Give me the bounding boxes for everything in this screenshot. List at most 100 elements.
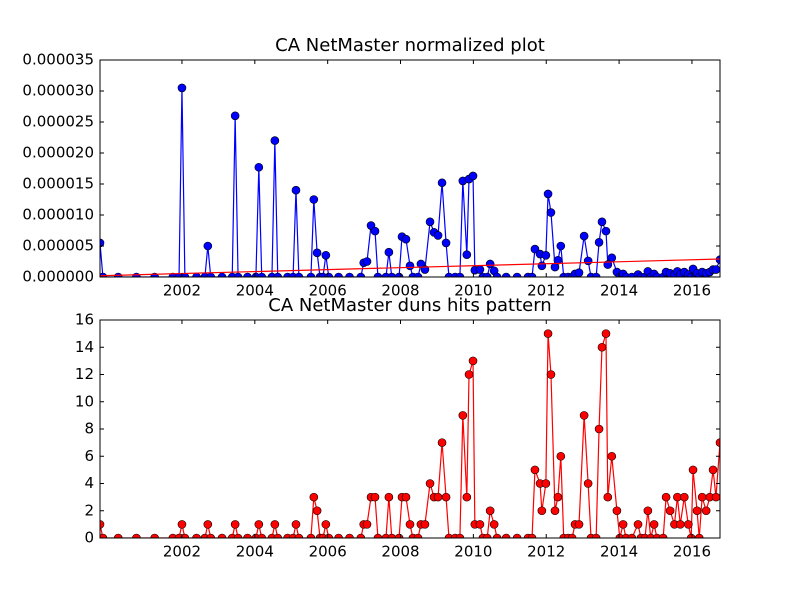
point [680,492,689,502]
point [701,506,711,516]
point [492,272,502,277]
point [180,533,190,538]
point [574,520,584,529]
point [652,533,662,538]
point [633,520,643,529]
point [294,272,304,277]
point [583,479,593,488]
point [257,533,267,538]
x-tick-label: 2012 [527,543,565,561]
point [708,465,718,475]
point [615,533,625,538]
point [100,533,108,538]
point [373,533,383,538]
point [312,248,322,258]
y-tick-label: 4 [84,474,94,492]
point [441,238,451,248]
point [537,506,547,516]
point [607,451,617,461]
point [405,261,415,271]
point [607,253,617,263]
point [688,465,698,475]
point [543,329,553,338]
point [206,533,216,538]
y-tick-label: 8 [84,420,94,438]
point [468,171,478,181]
x-tick-label: 2004 [236,543,274,561]
x-tick-label: 2004 [236,282,274,300]
point [321,251,331,260]
point [273,272,283,277]
y-tick-label: 16 [75,311,94,329]
point [291,185,301,195]
point [373,272,383,277]
point [437,178,447,188]
point [321,520,331,529]
point [574,268,584,277]
point [603,492,613,502]
point [715,438,720,447]
x-tick-label: 2002 [163,282,201,300]
point [168,533,178,538]
point [150,533,159,538]
point [646,533,656,538]
point [309,195,319,204]
point [334,533,343,538]
point [100,238,105,248]
point [291,520,301,529]
point [512,272,522,277]
point [512,533,522,538]
point [537,261,547,271]
point [203,520,213,529]
point [309,492,319,502]
point [597,217,607,227]
point [420,520,430,529]
x-tick-label: 2012 [527,282,565,300]
point [468,356,478,366]
chart-title: CA NetMaster normalized plot [275,35,545,56]
point [177,83,187,93]
point [684,520,693,529]
point [541,251,551,260]
y-tick-label: 0.000020 [22,144,94,162]
point [482,272,492,277]
point [567,533,577,538]
point [492,533,502,538]
point [482,533,492,538]
x-tick-label: 2014 [600,543,638,561]
y-tick-label: 0.000030 [22,82,94,100]
point [132,533,141,538]
point [273,533,283,538]
series-line [100,333,720,538]
series-line [100,258,720,277]
point [362,257,372,266]
y-tick-label: 0.000005 [22,237,94,255]
point [444,533,454,538]
chart-title: CA NetMaster duns hits pattern [268,295,551,316]
point [387,272,397,277]
point [113,533,123,538]
x-tick-label: 2002 [163,543,201,561]
x-tick-label: 2010 [454,282,492,300]
point [334,272,343,277]
point [401,234,411,244]
point [356,272,366,277]
point [306,272,316,277]
point [230,520,240,529]
point [711,265,720,274]
point [550,506,560,516]
axes-frame [99,59,721,278]
point [462,250,472,259]
point [485,506,495,516]
point [437,438,447,447]
point [475,265,485,274]
point [594,237,604,247]
y-tick-label: 6 [84,447,94,465]
point [444,272,454,277]
point [362,520,372,529]
point [594,424,604,434]
point [233,533,243,538]
point [527,272,537,277]
y-tick-label: 0.000015 [22,175,94,193]
